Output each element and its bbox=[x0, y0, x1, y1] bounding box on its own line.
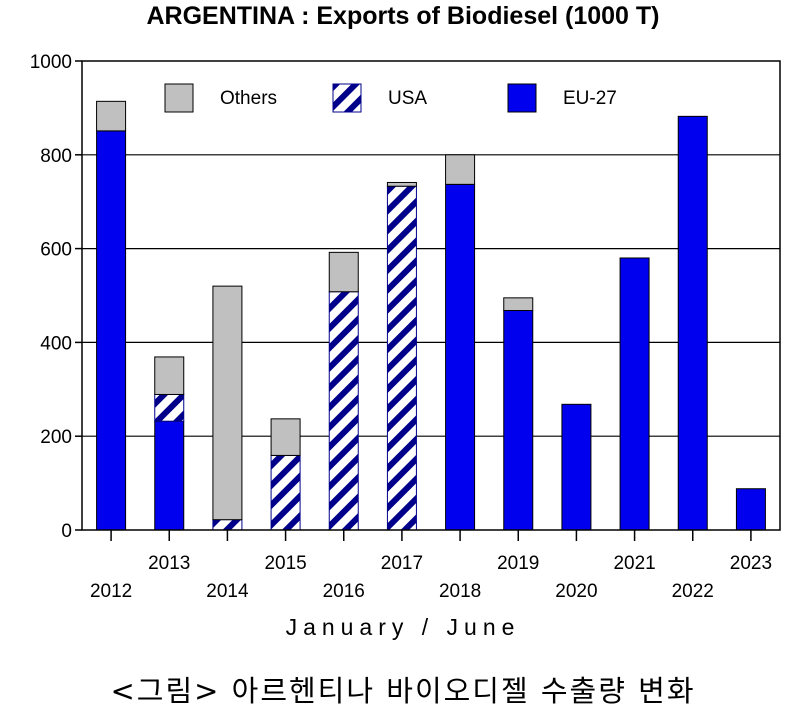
bar-eu-27-2018 bbox=[445, 183, 476, 531]
bar-usa-2014 bbox=[212, 519, 243, 531]
bar-others-2015 bbox=[270, 418, 301, 456]
legend-swatch-others bbox=[164, 83, 194, 113]
bar-others-2014 bbox=[212, 285, 243, 521]
x-axis-label: January / June bbox=[285, 614, 521, 640]
chart-title: ARGENTINA : Exports of Biodiesel (1000 T… bbox=[146, 2, 660, 30]
y-tick-label: 800 bbox=[40, 146, 72, 167]
bar-eu-27-2019 bbox=[503, 310, 534, 531]
plot-frame bbox=[81, 60, 781, 531]
y-tick-label: 0 bbox=[61, 521, 72, 542]
bar-eu-27-2021 bbox=[619, 257, 650, 531]
x-tick-label: 2017 bbox=[381, 553, 423, 574]
x-tick-label: 2021 bbox=[613, 553, 655, 574]
bar-others-2016 bbox=[328, 251, 359, 293]
x-tick-label: 2018 bbox=[439, 581, 481, 602]
bar-eu-27-2022 bbox=[677, 115, 708, 531]
x-tick-label: 2016 bbox=[323, 581, 365, 602]
y-tick-label: 1000 bbox=[30, 52, 72, 73]
legend-label-usa: USA bbox=[388, 88, 427, 109]
bars bbox=[96, 100, 766, 531]
figure-caption: <그림> 아르헨티나 바이오디젤 수출량 변화 bbox=[110, 674, 696, 708]
y-tick-label: 400 bbox=[40, 333, 72, 354]
bar-usa-2015 bbox=[270, 454, 301, 531]
x-tick-label: 2020 bbox=[555, 581, 597, 602]
x-tick-label: 2013 bbox=[148, 553, 190, 574]
x-tick-label: 2012 bbox=[90, 581, 132, 602]
x-tick-label: 2014 bbox=[206, 581, 249, 602]
bar-eu-27-2020 bbox=[561, 403, 592, 531]
x-tick-label: 2015 bbox=[264, 553, 306, 574]
bar-others-2012 bbox=[96, 100, 127, 132]
axes: 0 200 400 600 800 1000 2012 2013 2014 2015 2016 201… bbox=[30, 52, 781, 602]
legend-swatch-eu-27 bbox=[507, 83, 537, 113]
y-tick-label: 200 bbox=[40, 427, 72, 448]
bar-eu-27-2013 bbox=[154, 420, 185, 531]
bar-others-2017 bbox=[386, 181, 417, 187]
bar-others-2019 bbox=[503, 297, 534, 312]
bar-usa-2013 bbox=[154, 393, 185, 422]
legend: Others USA EU-27 bbox=[164, 83, 617, 113]
bar-eu-27-2023 bbox=[735, 488, 766, 531]
x-tick-label: 2022 bbox=[672, 581, 714, 602]
gridlines bbox=[82, 154, 780, 437]
x-tick-label: 2019 bbox=[497, 553, 539, 574]
legend-label-eu-27: EU-27 bbox=[563, 88, 617, 109]
bar-eu-27-2012 bbox=[96, 130, 127, 531]
bar-others-2018 bbox=[445, 154, 476, 185]
legend-label-others: Others bbox=[220, 88, 277, 109]
legend-swatch-usa bbox=[332, 83, 362, 113]
y-tick-label: 600 bbox=[40, 240, 72, 261]
bar-others-2013 bbox=[154, 356, 185, 395]
x-tick-label: 2023 bbox=[730, 553, 772, 574]
bar-usa-2017 bbox=[386, 185, 417, 531]
bar-usa-2016 bbox=[328, 291, 359, 531]
